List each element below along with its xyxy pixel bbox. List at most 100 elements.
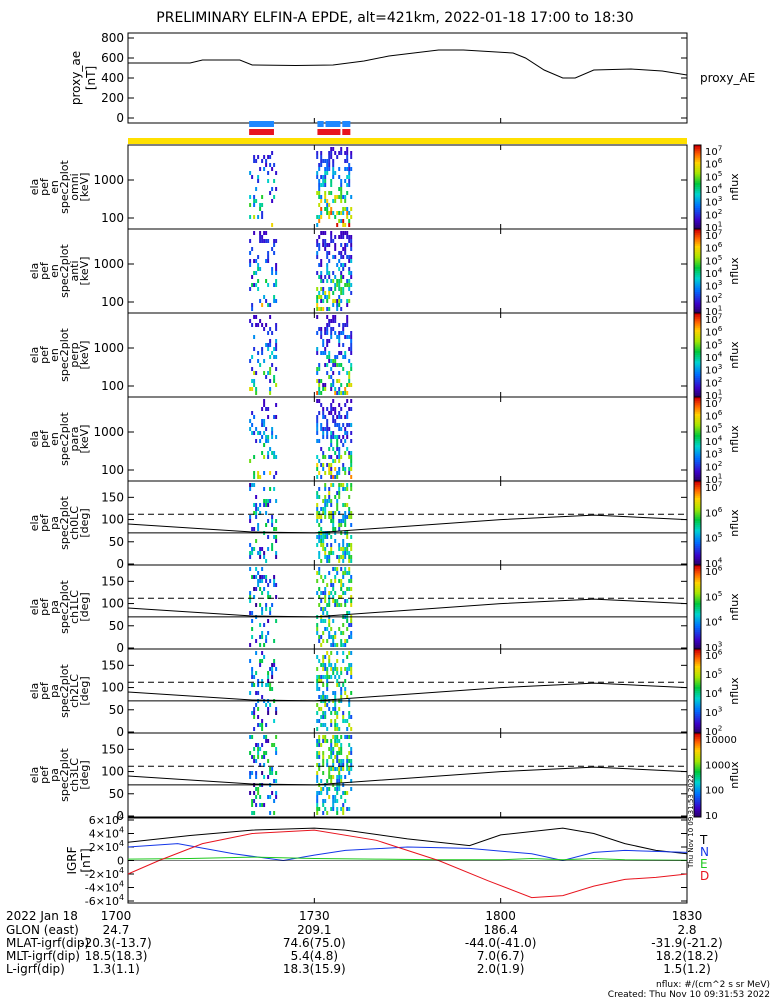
spectrogram-pixel [330,515,333,519]
spectrogram-pixel [330,779,333,783]
spectrogram-pixel [322,287,325,291]
colorbar-segment [694,216,701,219]
spectrogram-pixel [324,159,327,163]
colorbar-segment [694,798,701,801]
spectrogram-pixel [350,467,353,471]
spectrogram-pixel [340,555,343,559]
spectrogram-pixel [322,803,325,807]
spectrogram-pixel [318,167,321,171]
colorbar-segment [694,344,701,348]
spectrogram-pixel [340,763,343,767]
colorbar-segment [694,741,701,744]
spectrogram-pixel [316,331,319,335]
spectrogram-pixel [326,423,329,427]
spectrogram-pixel [318,399,321,403]
spectrogram-pixel [328,755,331,759]
colorbar-segment [694,210,701,213]
spectrogram-pixel [350,455,353,459]
colorbar-tick-label: 104 [705,556,723,571]
spectrogram-pixel [322,415,325,419]
colorbar-segment [694,724,701,728]
blue-zone-bar [317,121,324,127]
spectrogram-pixel [332,519,335,523]
spectrogram-pixel [344,283,347,287]
spectrogram-pixel [263,327,266,331]
colorbar-segment [694,640,701,644]
colorbar-segment [694,714,701,717]
colorbar-segment [694,226,701,230]
spectrogram-pixel [318,487,321,491]
spectrogram-pixel [336,683,339,687]
spectrogram-pixel [330,535,333,539]
colorbar-tick-label: 105 [705,530,722,545]
spectrogram-pixel [271,771,274,775]
spectrogram-pixel [340,779,343,783]
spectrogram-pixel [316,507,319,511]
spectrogram-pixel [263,735,266,739]
y-axis-label: pef [38,513,51,532]
spectrogram-pixel [324,387,327,391]
spectrogram-pixel [350,663,353,667]
spectrogram-pixel [273,163,276,167]
spectrogram-pixel [338,523,341,527]
spectrogram-pixel [330,503,333,507]
colorbar-segment [694,653,701,656]
colorbar-segment [694,145,701,148]
spectrogram-pixel [342,267,345,271]
spectrogram-pixel [332,255,335,259]
spectrogram-pixel [318,215,321,219]
spectrogram-pixel [332,163,335,167]
spectrogram-pixel [332,291,335,295]
colorbar-segment [694,493,701,497]
spectrogram-pixel [332,447,335,451]
spectrogram-pixel [340,587,343,591]
spectrogram-pixel [253,595,256,599]
spectrogram-pixel [324,663,327,667]
colorbar-segment [694,625,701,629]
spectrogram-pixel [265,703,268,707]
spectrogram-pixel [320,527,323,531]
spectrogram-pixel [320,207,323,211]
spectrogram-pixel [318,679,321,683]
spectrogram-pixel [334,795,337,799]
spectrogram-pixel [344,243,347,247]
spectrogram-pixel [251,283,254,287]
colorbar-segment [694,260,701,264]
spectrogram-pixel [265,511,268,515]
spectrogram-pixel [273,579,276,583]
spectrogram-pixel [320,231,323,235]
spectrogram-pixel [265,751,268,755]
spectrogram-pixel [263,431,266,435]
spectrogram-pixel [328,787,331,791]
spectrogram-pixel [336,775,339,779]
spectrogram-pixel [332,327,335,331]
spectrogram-pixel [334,195,337,199]
colorbar-segment [694,239,701,243]
spectrogram-pixel [342,211,345,215]
spectrogram-pixel [318,203,321,207]
spectrogram-pixel [348,703,351,707]
colorbar-segment [694,682,701,686]
spectrogram-pixel [271,675,274,679]
spectrogram-pixel [316,515,319,519]
spectrogram-pixel [336,439,339,443]
spectrogram-pixel [336,567,339,571]
spectrogram-pixel [342,331,345,335]
spectrogram-pixel [348,171,351,175]
spectrogram-pixel [330,411,333,415]
y-tick-label: 150 [101,742,124,756]
spectrogram-pixel [338,455,341,459]
spectrogram-pixel [348,567,351,571]
spectrogram-pixel [338,251,341,255]
igrf-D-line [127,829,688,899]
spectrogram-pixel [338,167,341,171]
spectrogram-pixel [249,771,252,775]
spectrogram-pixel [344,351,347,355]
colorbar-segment [694,537,701,541]
spectrogram-pixel [275,435,278,439]
colorbar-segment [694,422,701,425]
footer-value: 1800 [485,909,516,923]
colorbar-segment [694,491,701,495]
spectrogram-pixel [275,527,278,531]
spectrogram-pixel [318,539,321,543]
